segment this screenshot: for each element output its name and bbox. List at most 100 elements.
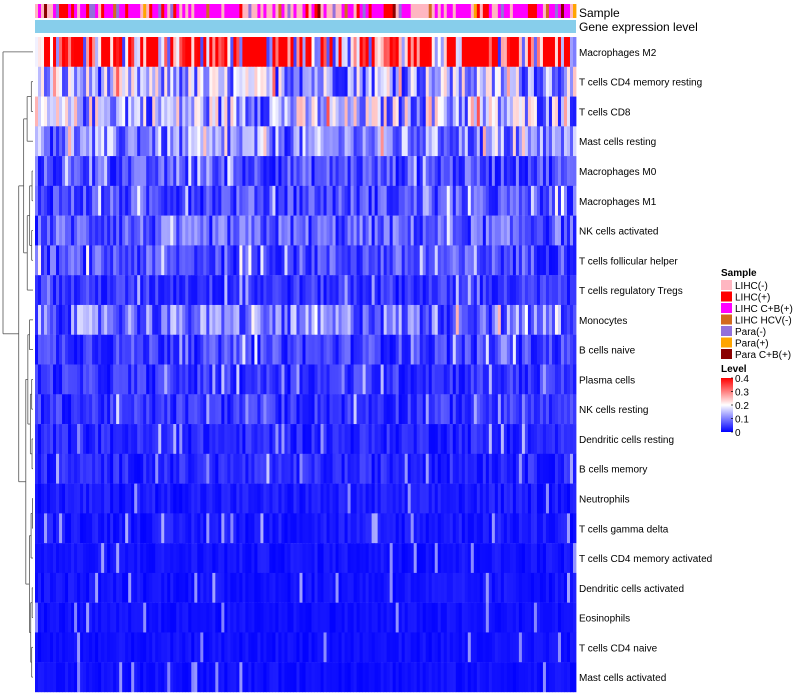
- heatmap-cell: [47, 37, 51, 67]
- heatmap-cell: [80, 275, 84, 306]
- heatmap-cell: [44, 632, 48, 663]
- heatmap-cell: [146, 572, 150, 603]
- heatmap-cell: [257, 215, 261, 246]
- heatmap-cell: [311, 602, 315, 633]
- heatmap-cell: [569, 304, 574, 335]
- level-legend: Level 0.40.30.20.10: [721, 364, 749, 439]
- heatmap-cell: [443, 662, 448, 693]
- heatmap-cell: [377, 662, 382, 693]
- heatmap-cell: [173, 215, 177, 246]
- heatmap-cell: [119, 513, 123, 544]
- heatmap-cell: [479, 215, 484, 246]
- heatmap-cell: [335, 275, 339, 306]
- heatmap-cell: [464, 572, 469, 603]
- heatmap-cell: [110, 275, 114, 306]
- heatmap-cell: [560, 126, 565, 157]
- heatmap-cell: [440, 543, 445, 574]
- heatmap-cell: [317, 543, 321, 574]
- heatmap-cell: [410, 66, 415, 97]
- heatmap-cell: [473, 334, 478, 365]
- heatmap-cell: [116, 424, 120, 455]
- heatmap-cell: [350, 483, 354, 514]
- heatmap-cell: [317, 453, 321, 484]
- heatmap-cell: [308, 364, 312, 395]
- heatmap-cell: [323, 96, 327, 127]
- heatmap-cell: [86, 245, 90, 276]
- heatmap-cell: [407, 275, 412, 306]
- heatmap-cell: [194, 275, 198, 306]
- heatmap-cell: [305, 96, 309, 127]
- heatmap-cell: [497, 572, 502, 603]
- heatmap-cell: [341, 394, 345, 425]
- heatmap-cell: [203, 275, 207, 306]
- row-label: Dendritic cells activated: [579, 584, 684, 595]
- heatmap-cell: [98, 602, 102, 633]
- heatmap-cell: [380, 364, 385, 395]
- heatmap-cell: [266, 483, 270, 514]
- heatmap-cell: [284, 453, 288, 484]
- heatmap-cell: [353, 513, 357, 544]
- heatmap-cell: [146, 602, 150, 633]
- heatmap-cell: [86, 304, 90, 335]
- heatmap-cell: [380, 334, 385, 365]
- heatmap-cell: [77, 156, 81, 187]
- heatmap-cell: [284, 334, 288, 365]
- heatmap-cell: [146, 453, 150, 484]
- heatmap-cell: [404, 185, 409, 216]
- heatmap-cell: [101, 215, 105, 246]
- heatmap-cell: [464, 543, 469, 574]
- heatmap-cell: [305, 632, 309, 663]
- heatmap-cell: [269, 96, 273, 127]
- heatmap-cell: [482, 632, 487, 663]
- heatmap-cell: [212, 662, 216, 693]
- heatmap-cell: [65, 66, 69, 97]
- heatmap-cell: [572, 304, 577, 335]
- heatmap-cell: [428, 66, 433, 97]
- heatmap-cell: [557, 334, 562, 365]
- heatmap-cell: [50, 572, 54, 603]
- heatmap-cell: [104, 245, 108, 276]
- heatmap-cell: [338, 662, 342, 693]
- heatmap-cell: [431, 185, 436, 216]
- heatmap-cell: [515, 424, 520, 455]
- heatmap-cell: [125, 334, 129, 365]
- heatmap-cell: [107, 394, 111, 425]
- heatmap-cell: [62, 483, 66, 514]
- heatmap-cell: [131, 275, 135, 306]
- heatmap-cell: [161, 66, 165, 97]
- heatmap-cell: [350, 572, 354, 603]
- sample-track-cell: [524, 4, 529, 18]
- heatmap-cell: [407, 37, 412, 67]
- heatmap-cell: [392, 126, 397, 157]
- heatmap-cell: [560, 185, 565, 216]
- heatmap-cell: [83, 572, 87, 603]
- heatmap-cell: [485, 632, 490, 663]
- heatmap-cell: [530, 483, 535, 514]
- heatmap-cell: [86, 424, 90, 455]
- heatmap-cell: [68, 602, 72, 633]
- heatmap-cell: [455, 66, 460, 97]
- heatmap-cell: [371, 394, 376, 425]
- heatmap-cell: [83, 37, 87, 67]
- heatmap-cell: [497, 424, 502, 455]
- heatmap-cell: [233, 602, 237, 633]
- sample-track-cell: [50, 4, 54, 18]
- heatmap-cell: [428, 632, 433, 663]
- heatmap-cell: [203, 453, 207, 484]
- heatmap-cell: [443, 364, 448, 395]
- heatmap-cell: [206, 513, 210, 544]
- heatmap-cell: [503, 513, 508, 544]
- heatmap-cell: [98, 394, 102, 425]
- heatmap-cell: [125, 66, 129, 97]
- heatmap-cell: [53, 215, 57, 246]
- heatmap-cell: [416, 364, 421, 395]
- heatmap-cell: [554, 453, 559, 484]
- heatmap-cell: [107, 543, 111, 574]
- heatmap-cell: [509, 394, 514, 425]
- heatmap-cell: [431, 364, 436, 395]
- heatmap-cell: [74, 126, 78, 157]
- heatmap-cell: [563, 304, 568, 335]
- heatmap-cell: [377, 602, 382, 633]
- heatmap-cell: [470, 334, 475, 365]
- heatmap-cell: [338, 602, 342, 633]
